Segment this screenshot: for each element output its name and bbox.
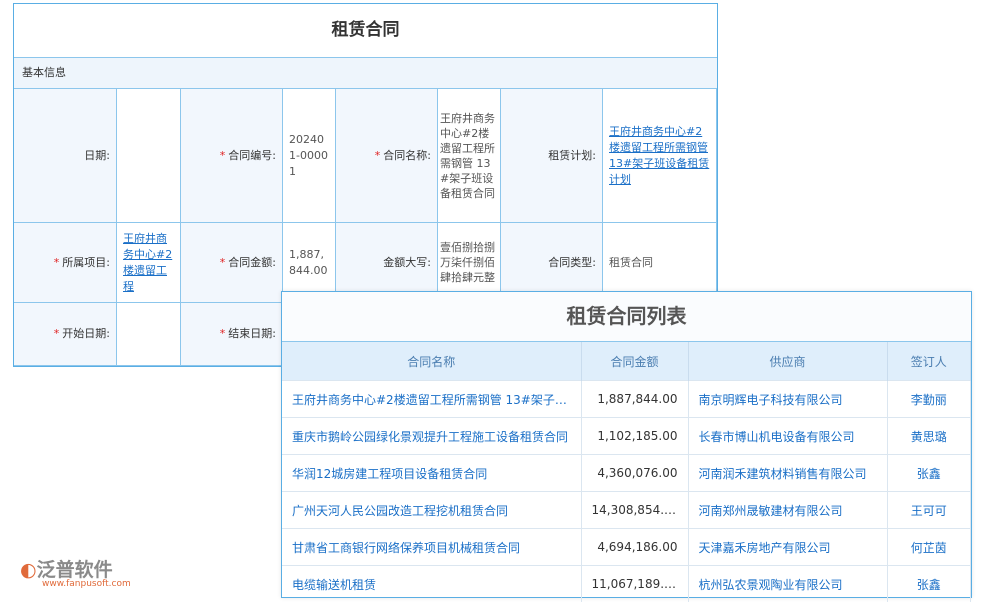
- signer-cell[interactable]: 张鑫: [887, 455, 971, 492]
- contract-name-cell[interactable]: 甘肃省工商银行网络保养项目机械租赁合同: [282, 529, 581, 566]
- project-cell: 王府井商务中心#2楼遗留工程: [117, 223, 181, 303]
- contract-no-value: 202401-00001: [283, 89, 336, 223]
- label-start-date: *开始日期:: [14, 303, 117, 366]
- list-title: 租赁合同列表: [282, 292, 971, 342]
- label-date: 日期:: [14, 89, 117, 223]
- form-title: 租赁合同: [14, 4, 717, 58]
- label-contract-no: *合同编号:: [181, 89, 283, 223]
- contract-table: 合同名称 合同金额 供应商 签订人 王府井商务中心#2楼遗留工程所需钢管 13#…: [282, 342, 971, 602]
- col-header-amount[interactable]: 合同金额: [581, 342, 688, 381]
- col-header-supplier[interactable]: 供应商: [688, 342, 887, 381]
- label-end-date: *结束日期:: [181, 303, 283, 366]
- project-link[interactable]: 王府井商务中心#2楼遗留工程: [123, 231, 174, 295]
- contract-name-cell[interactable]: 华润12城房建工程项目设备租赁合同: [282, 455, 581, 492]
- supplier-cell[interactable]: 长春市博山机电设备有限公司: [688, 418, 887, 455]
- contract-name-value: 王府井商务中心#2楼遗留工程所需钢管 13#架子班设备租赁合同: [438, 89, 501, 223]
- signer-cell[interactable]: 何芷茵: [887, 529, 971, 566]
- signer-cell[interactable]: 张鑫: [887, 566, 971, 602]
- amount-cell: 1,887,844.00: [581, 381, 688, 418]
- label-plan: 租赁计划:: [501, 89, 603, 223]
- supplier-cell[interactable]: 天津嘉禾房地产有限公司: [688, 529, 887, 566]
- contract-name-cell[interactable]: 电缆输送机租赁: [282, 566, 581, 602]
- amount-cell: 11,067,189.00: [581, 566, 688, 602]
- contract-name-cell[interactable]: 广州天河人民公园改造工程挖机租赁合同: [282, 492, 581, 529]
- section-basic-info: 基本信息: [14, 58, 717, 89]
- date-field[interactable]: [117, 89, 181, 223]
- col-header-name[interactable]: 合同名称: [282, 342, 581, 381]
- contract-name-cell[interactable]: 王府井商务中心#2楼遗留工程所需钢管 13#架子班设备租赁合同: [282, 381, 581, 418]
- supplier-cell[interactable]: 杭州弘农景观陶业有限公司: [688, 566, 887, 602]
- signer-cell[interactable]: 黄思璐: [887, 418, 971, 455]
- supplier-cell[interactable]: 河南郑州晟敏建材有限公司: [688, 492, 887, 529]
- amount-cell: 4,694,186.00: [581, 529, 688, 566]
- contract-list-panel: 租赁合同列表 合同名称 合同金额 供应商 签订人 王府井商务中心#2楼遗留工程所…: [281, 291, 972, 598]
- amount-cell: 14,308,854.00: [581, 492, 688, 529]
- amount-cell: 1,102,185.00: [581, 418, 688, 455]
- table-row[interactable]: 王府井商务中心#2楼遗留工程所需钢管 13#架子班设备租赁合同1,887,844…: [282, 381, 971, 418]
- label-amount: *合同金额:: [181, 223, 283, 303]
- plan-link[interactable]: 王府井商务中心#2楼遗留工程所需钢管13#架子班设备租赁计划: [609, 124, 710, 188]
- signer-cell[interactable]: 王可可: [887, 492, 971, 529]
- label-contract-name: *合同名称:: [336, 89, 438, 223]
- supplier-cell[interactable]: 河南润禾建筑材料销售有限公司: [688, 455, 887, 492]
- watermark-url: www.fanpusoft.com: [42, 579, 131, 589]
- plan-cell: 王府井商务中心#2楼遗留工程所需钢管13#架子班设备租赁计划: [603, 89, 717, 223]
- col-header-signer[interactable]: 签订人: [887, 342, 971, 381]
- signer-cell[interactable]: 李勤丽: [887, 381, 971, 418]
- contract-name-cell[interactable]: 重庆市鹅岭公园绿化景观提升工程施工设备租赁合同: [282, 418, 581, 455]
- logo-icon: ◐: [20, 559, 37, 581]
- label-project: *所属项目:: [14, 223, 117, 303]
- supplier-cell[interactable]: 南京明辉电子科技有限公司: [688, 381, 887, 418]
- watermark-brand: 泛普软件: [37, 559, 113, 581]
- start-date-field[interactable]: [117, 303, 181, 366]
- amount-cell: 4,360,076.00: [581, 455, 688, 492]
